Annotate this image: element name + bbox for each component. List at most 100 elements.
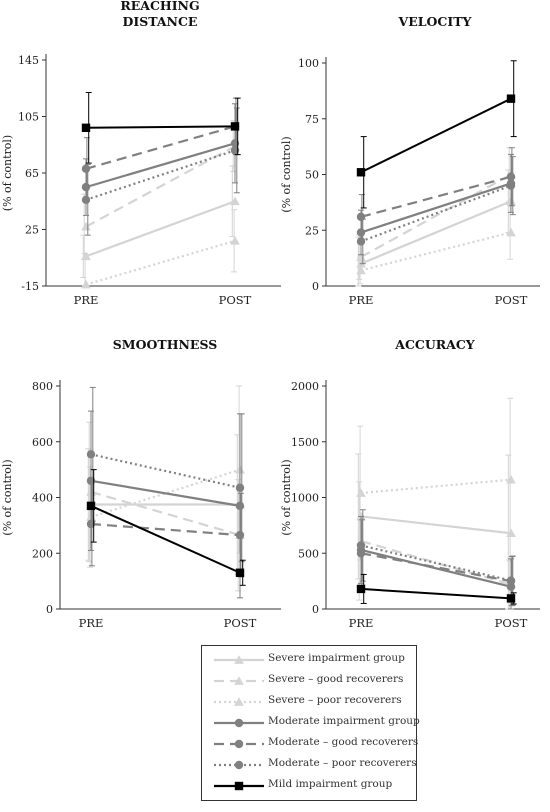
series-line xyxy=(360,539,512,586)
y-tick-label: 2000 xyxy=(291,380,319,393)
series-line xyxy=(85,142,236,189)
series-moderate-poor xyxy=(86,386,245,563)
data-point xyxy=(235,568,245,577)
series-mild xyxy=(356,60,517,209)
legend-label: Moderate – poor recoverers xyxy=(268,757,417,769)
legend-item-moderate-good: Moderate – good recoverers xyxy=(210,733,418,753)
chart-title: ACCURACY xyxy=(394,337,476,352)
series-line xyxy=(90,504,241,574)
series-line xyxy=(360,184,512,243)
chart-panel-4: ACCURACY (% of control) 0 500 1000 1500 2000 PR… xyxy=(280,337,540,630)
legend-swatch-marker xyxy=(234,655,244,664)
y-tick-label: 500 xyxy=(298,547,319,560)
data-point xyxy=(506,528,516,538)
data-point xyxy=(235,501,245,511)
series-line xyxy=(360,173,512,258)
y-axis-label: (% of control) xyxy=(280,459,293,535)
series-moderate-poor xyxy=(356,509,516,606)
data-point xyxy=(506,172,516,181)
series-severe-poor xyxy=(81,209,240,289)
series-line xyxy=(90,490,241,537)
x-tick-label: PRE xyxy=(74,293,99,307)
series-line xyxy=(85,200,236,258)
series-line xyxy=(85,125,236,170)
data-point xyxy=(506,227,516,237)
series-moderate xyxy=(81,103,240,216)
x-tick-label: PRE xyxy=(349,293,374,307)
legend-swatch-mild xyxy=(214,781,264,791)
data-point xyxy=(356,265,366,275)
data-point xyxy=(506,576,516,585)
x-tick-label: PRE xyxy=(349,616,374,630)
series-line xyxy=(360,200,512,265)
data-point xyxy=(356,488,366,497)
series-line xyxy=(360,515,512,535)
legend-item-mild: Mild impairment group xyxy=(210,775,410,795)
x-tick-label: POST xyxy=(224,616,257,630)
y-tick-label: 0 xyxy=(46,603,53,616)
data-point xyxy=(81,251,91,261)
chart-panel-2: VELOCITY (% of control) 0 25 50 75 100 PRE POST xyxy=(280,14,540,307)
y-tick-label: 200 xyxy=(32,547,53,560)
y-tick-label: 1000 xyxy=(291,492,319,505)
legend-swatch-marker xyxy=(234,739,244,749)
legend-swatch-marker xyxy=(234,781,244,791)
legend-item-moderate: Moderate impairment group xyxy=(210,712,420,732)
chart-title: VELOCITY xyxy=(398,14,473,29)
y-tick-label: -15 xyxy=(21,280,39,293)
data-point xyxy=(235,530,245,540)
data-point xyxy=(356,228,366,237)
data-point xyxy=(86,519,96,529)
y-tick-label: 25 xyxy=(305,224,319,237)
legend-label: Mild impairment group xyxy=(268,778,393,790)
legend-item-moderate-poor: Moderate – poor recoverers xyxy=(210,754,417,774)
series-moderate-poor xyxy=(81,107,240,236)
data-point xyxy=(356,212,366,222)
x-tick-label: PRE xyxy=(79,616,104,630)
data-point xyxy=(506,181,516,190)
series-line xyxy=(85,125,236,129)
legend-swatch-marker xyxy=(234,760,244,770)
data-point xyxy=(81,182,91,192)
y-tick-label: 50 xyxy=(305,169,319,182)
series-line xyxy=(85,239,236,286)
series-line xyxy=(360,552,512,583)
x-tick-label: POST xyxy=(219,293,252,307)
y-tick-label: 105 xyxy=(18,111,39,124)
series-line xyxy=(360,478,512,495)
y-tick-label: 65 xyxy=(25,167,39,180)
series-line xyxy=(360,182,512,234)
legend-swatch-marker xyxy=(234,718,244,728)
legend-swatch-marker xyxy=(234,697,244,706)
series-line xyxy=(90,468,241,519)
legend-swatch-marker xyxy=(234,676,244,685)
y-tick-label: 1500 xyxy=(291,436,319,449)
data-point xyxy=(81,123,91,132)
legend-label: Severe – good recoverers xyxy=(268,673,404,685)
data-point xyxy=(81,164,91,173)
data-point xyxy=(81,195,91,205)
y-tick-label: 100 xyxy=(298,57,319,70)
series-severe-good xyxy=(86,421,245,592)
y-tick-label: 75 xyxy=(305,113,319,126)
legend-item-severe: Severe impairment group xyxy=(210,649,410,669)
legend-item-severe-good: Severe – good recoverers xyxy=(210,670,410,690)
chart-panel-3: SMOOTHNESS (% of control) 0 200 400 600 800 PRE… xyxy=(1,337,281,630)
series-line xyxy=(90,522,241,537)
x-tick-label: POST xyxy=(495,616,528,630)
x-tick-label: POST xyxy=(495,293,528,307)
data-point xyxy=(230,196,240,206)
y-tick-label: 400 xyxy=(32,492,53,505)
legend: Severe impairment group Severe – good re… xyxy=(201,645,420,801)
series-severe xyxy=(80,165,240,279)
legend-swatch-moderate-poor xyxy=(214,760,264,770)
series-severe-poor xyxy=(356,397,516,562)
series-line xyxy=(90,453,241,489)
y-tick-label: 600 xyxy=(32,436,53,449)
series-severe xyxy=(85,434,245,575)
legend-label: Moderate impairment group xyxy=(268,715,420,727)
data-point xyxy=(230,236,240,245)
series-severe xyxy=(355,169,516,287)
series-line xyxy=(90,479,241,507)
